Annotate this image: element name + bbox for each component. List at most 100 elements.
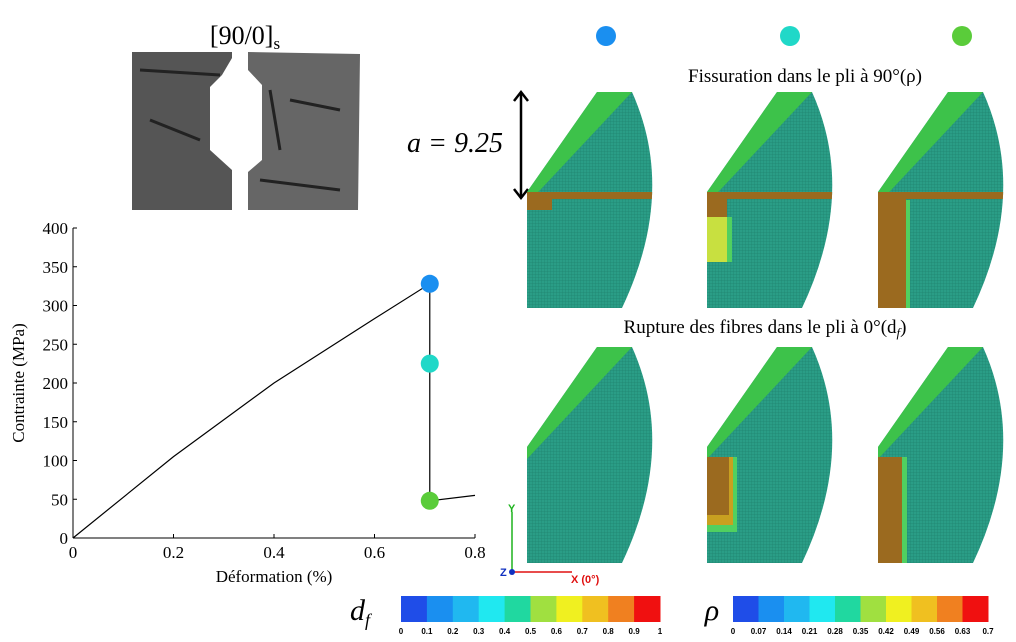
colorbar-cell: [809, 596, 836, 622]
colorbar-cell: [911, 596, 938, 622]
heading-sub: f: [897, 325, 903, 340]
damage: [878, 192, 1004, 308]
colorbar-tick-label: 0.6: [551, 627, 563, 636]
colorbar-tick-label: 0.56: [929, 627, 945, 636]
colorbar-tick-label: 0.35: [853, 627, 869, 636]
colorbar-tick-label: 0.49: [904, 627, 920, 636]
simulation-panel: [878, 92, 1004, 308]
colorbar-cell: [452, 596, 480, 622]
curve: [72, 282, 476, 539]
legend-dot: [596, 26, 616, 46]
colorbar-tick-label: 0.5: [525, 627, 537, 636]
colorbar-cell: [401, 596, 428, 622]
colorbar-tick-label: 0.14: [776, 627, 792, 636]
colorbar-cell: [784, 596, 810, 622]
heading-text: Rupture des fibres dans le pli à 0°(d: [624, 317, 898, 338]
colorbar-cell: [634, 596, 661, 622]
specimen-photo: [132, 52, 360, 210]
colorbar-cell: [504, 596, 531, 622]
colorbar-tick-label: 1: [658, 627, 663, 636]
colorbar-cell: [886, 596, 912, 622]
wedge: [878, 347, 983, 459]
annotation: a = 9.25: [407, 128, 503, 159]
damage-zone: [707, 192, 727, 217]
damage-zone: [707, 217, 727, 262]
damage-zone: [878, 457, 902, 563]
x-tick-label: 0.2: [163, 543, 184, 562]
wedge: [707, 347, 812, 459]
colorbar-cell: [478, 596, 506, 622]
colorbar-label: df: [350, 594, 373, 630]
simulation-panel: [527, 92, 653, 308]
x-tick-label: 0.4: [263, 543, 285, 562]
colorbar-cell: [530, 596, 557, 622]
data-marker: [420, 274, 439, 293]
damage-zone: [906, 200, 910, 308]
simulation-panel: [527, 347, 653, 563]
title-main: [90/0]: [210, 21, 274, 50]
colorbar-cell: [962, 596, 989, 622]
colorbar-tick-label: 0.9: [629, 627, 641, 636]
wedge: [527, 92, 632, 204]
y-axis-label: Contrainte (MPa): [9, 323, 28, 442]
y-tick-label: 0: [60, 529, 69, 548]
wedge: [878, 92, 983, 204]
colorbar-label-part: ρ: [704, 594, 719, 627]
x-tick-label: 0: [69, 543, 78, 562]
heading: Fissuration dans le pli à 90°(ρ): [688, 66, 922, 87]
colorbar-tick-label: 0.21: [802, 627, 818, 636]
y-tick-label: 400: [43, 219, 69, 238]
axis-z: Z: [500, 567, 507, 579]
colorbar-tick-label: 0.8: [603, 627, 615, 636]
wedge: [707, 92, 812, 204]
legend-dot: [780, 26, 800, 46]
damage-zone: [707, 457, 729, 515]
y-tick-label: 50: [51, 490, 68, 509]
y-tick-label: 350: [43, 258, 69, 277]
damage-zone: [527, 192, 653, 199]
y-tick-label: 150: [43, 413, 69, 432]
colorbar-tick-label: 0.1: [421, 627, 433, 636]
damage-zone: [727, 217, 732, 262]
data-marker: [420, 354, 439, 373]
colorbar-cell: [758, 596, 785, 622]
colorbar-tick-label: 0: [731, 627, 736, 636]
damage: [707, 457, 737, 532]
heading-text: ): [900, 317, 906, 338]
colorbar-tick-label: 0.28: [827, 627, 843, 636]
damage: [878, 457, 907, 563]
simulation-panel: [707, 347, 833, 563]
y-tick-label: 100: [43, 452, 69, 471]
colorbar-cell: [426, 596, 454, 622]
colorbar-tick-label: 0.07: [751, 627, 767, 636]
colorbar-cell: [733, 596, 759, 622]
colorbar-cell: [582, 596, 609, 622]
colorbar-label-part: f: [365, 610, 373, 630]
dimension-arrow: [513, 89, 529, 201]
damage-zone: [707, 192, 833, 199]
y-tick-label: 300: [43, 297, 69, 316]
simulation-panel: [878, 347, 1004, 563]
heading-text: Fissuration dans le pli à 90°(ρ): [688, 66, 922, 87]
colorbar-cell: [860, 596, 887, 622]
title: [90/0]s: [210, 21, 280, 53]
data-marker: [420, 491, 439, 510]
x-tick-label: 0.6: [364, 543, 385, 562]
axes-triad: Y Z X (0°): [500, 503, 600, 586]
axis-x: X (0°): [571, 574, 600, 586]
damage-zone: [878, 192, 906, 308]
damage-zone: [902, 457, 907, 563]
colorbar-cell: [556, 596, 583, 622]
title-sub: s: [273, 34, 280, 53]
legend-dot: [952, 26, 972, 46]
wedge: [527, 347, 632, 459]
damage: [527, 192, 653, 210]
damage-zone: [878, 192, 1004, 199]
colorbar-tick-label: 0.7: [982, 627, 994, 636]
colorbar-tick-label: 0.42: [878, 627, 894, 636]
heading: Rupture des fibres dans le pli à 0°(df): [624, 317, 907, 340]
simulation-panel: [707, 92, 833, 308]
damage: [707, 192, 833, 262]
x-axis-label: Déformation (%): [216, 567, 333, 586]
